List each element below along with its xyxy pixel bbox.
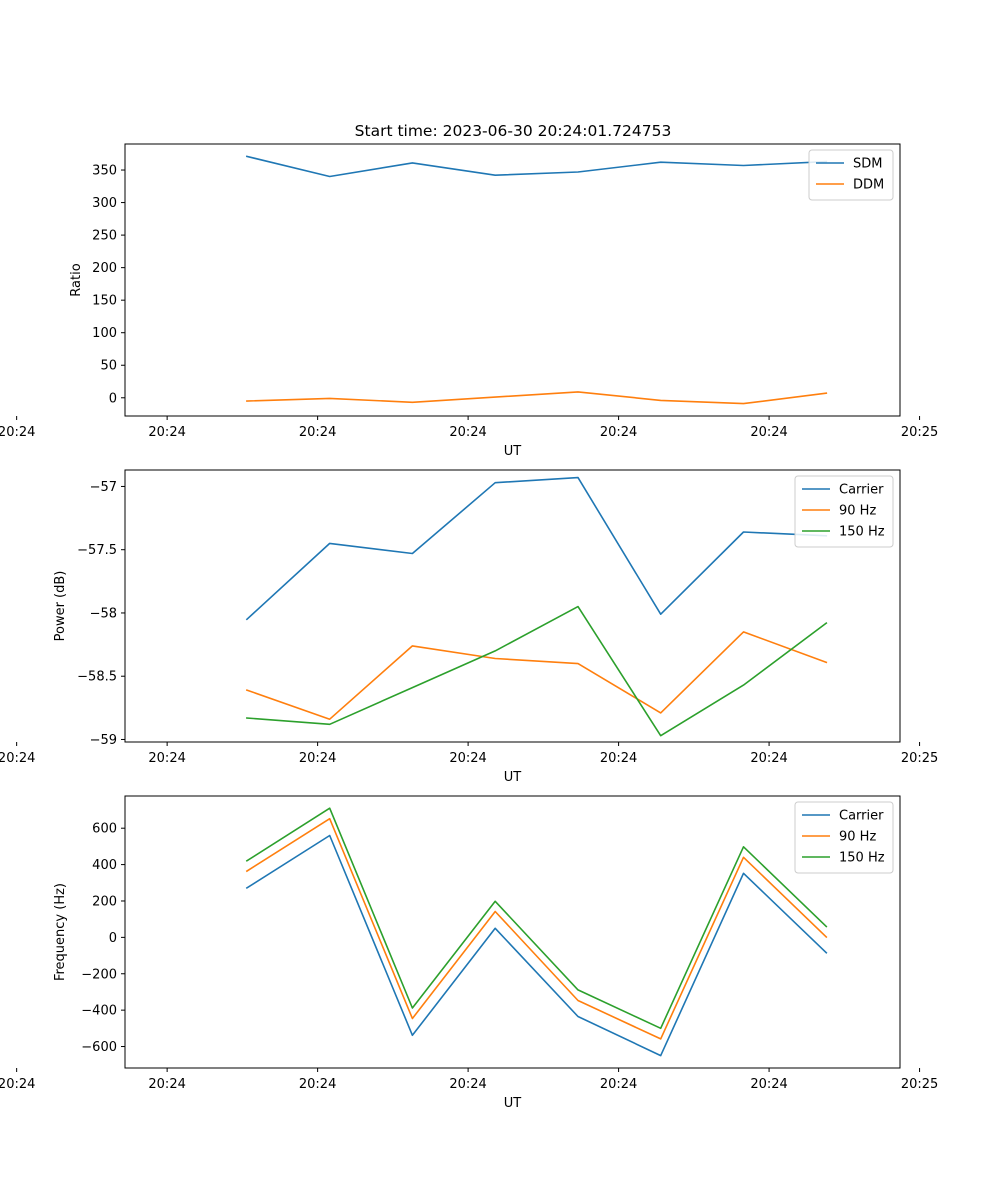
y-tick-label: 0 xyxy=(109,931,117,946)
x-tick-label: 20:25 xyxy=(901,1077,938,1092)
x-tick-label: 20:24 xyxy=(148,1077,185,1092)
x-axis-label: UT xyxy=(504,770,522,785)
x-tick-label: 20:25 xyxy=(901,425,938,440)
series-line-ddm xyxy=(246,391,828,405)
legend-entry-label: SDM xyxy=(853,157,882,172)
x-tick-label: 20:24 xyxy=(0,751,35,766)
y-tick-label: −57 xyxy=(90,480,117,495)
y-axis-label: Ratio xyxy=(69,263,84,296)
legend-entry-label: DDM xyxy=(853,178,884,193)
x-tick-label: 20:24 xyxy=(299,1077,336,1092)
y-tick-label: 200 xyxy=(92,894,117,909)
y-axis-label: Frequency (Hz) xyxy=(53,883,68,981)
y-tick-label: 50 xyxy=(100,359,117,374)
x-tick-label: 20:25 xyxy=(901,751,938,766)
y-tick-label: 400 xyxy=(92,858,117,873)
legend: Carrier 90 Hz 150 Hz xyxy=(794,475,894,548)
y-tick-label: 250 xyxy=(92,229,117,244)
x-tick-label: 20:24 xyxy=(0,425,35,440)
subplot-2: 20:24 20:24 20:24 20:24 20:24 20:24 20:25 −59 −5… xyxy=(0,469,938,785)
x-tick-label: 20:24 xyxy=(148,425,185,440)
y-tick-label: −200 xyxy=(81,967,117,982)
x-axis-label: UT xyxy=(504,1096,522,1111)
y-tick-label: −400 xyxy=(81,1004,117,1019)
series-line-carrier xyxy=(245,834,828,1057)
y-tick-label: 100 xyxy=(92,326,117,341)
series-line-150-hz xyxy=(245,807,828,1030)
x-axis-label: UT xyxy=(504,444,522,459)
y-tick-label: 300 xyxy=(92,196,117,211)
x-tick-label: 20:24 xyxy=(750,1077,787,1092)
x-tick-label: 20:24 xyxy=(449,751,486,766)
y-tick-label: 200 xyxy=(92,261,117,276)
axes-frame xyxy=(124,469,901,743)
y-tick-label: 0 xyxy=(109,391,117,406)
y-tick-label: 350 xyxy=(92,164,117,179)
x-tick-label: 20:24 xyxy=(750,425,787,440)
legend-entry-label: 90 Hz xyxy=(839,830,876,845)
subplot-1: 20:24 20:24 20:24 20:24 20:24 20:24 20:25 0 50 10… xyxy=(0,143,938,459)
series-line-90-hz xyxy=(245,631,828,721)
y-axis-label: Power (dB) xyxy=(53,571,68,642)
y-tick-label: 150 xyxy=(92,294,117,309)
legend-entry-label: 150 Hz xyxy=(839,525,885,540)
axes-frame xyxy=(124,143,901,417)
subplot-3: 20:24 20:24 20:24 20:24 20:24 20:24 20:25 −600 −… xyxy=(0,795,938,1111)
legend: SDM DDM xyxy=(808,149,894,201)
legend-entry-label: 90 Hz xyxy=(839,504,876,519)
y-tick-label: −57.5 xyxy=(77,543,117,558)
series-line-90-hz xyxy=(245,817,828,1040)
legend-box xyxy=(794,801,894,874)
x-tick-label: 20:24 xyxy=(449,1077,486,1092)
x-tick-label: 20:24 xyxy=(600,751,637,766)
y-tick-label: −59 xyxy=(90,733,117,748)
legend-box xyxy=(794,475,894,548)
series-line-150-hz xyxy=(246,605,828,737)
x-tick-label: 20:24 xyxy=(750,751,787,766)
y-tick-label: 600 xyxy=(92,822,117,837)
x-tick-label: 20:24 xyxy=(299,425,336,440)
x-tick-label: 20:24 xyxy=(449,425,486,440)
legend-entry-label: 150 Hz xyxy=(839,851,885,866)
subplots: 20:24 20:24 20:24 20:24 20:24 20:24 20:25 0 50 10… xyxy=(0,143,938,1111)
x-tick-label: 20:24 xyxy=(299,751,336,766)
y-tick-label: −58.5 xyxy=(77,670,117,685)
axes-frame xyxy=(124,795,901,1069)
legend-entry-label: Carrier xyxy=(839,483,884,498)
series-line-carrier xyxy=(245,476,828,621)
legend-entry-label: Carrier xyxy=(839,809,884,824)
y-tick-label: −600 xyxy=(81,1040,117,1055)
y-tick-label: −58 xyxy=(90,606,117,621)
legend: Carrier 90 Hz 150 Hz xyxy=(794,801,894,874)
series-line-sdm xyxy=(245,155,828,178)
figure-title: Start time: 2023-06-30 20:24:01.724753 xyxy=(355,122,672,140)
x-tick-label: 20:24 xyxy=(600,425,637,440)
x-tick-label: 20:24 xyxy=(0,1077,35,1092)
x-tick-label: 20:24 xyxy=(600,1077,637,1092)
x-tick-label: 20:24 xyxy=(148,751,185,766)
